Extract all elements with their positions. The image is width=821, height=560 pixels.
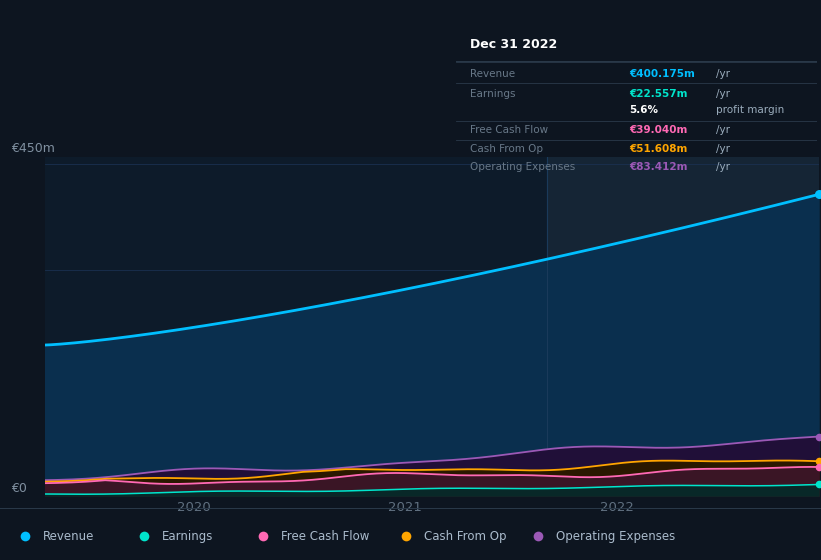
Point bbox=[812, 457, 821, 466]
Bar bbox=[548, 157, 819, 496]
Text: /yr: /yr bbox=[716, 69, 730, 80]
Text: /yr: /yr bbox=[716, 89, 730, 99]
Text: Free Cash Flow: Free Cash Flow bbox=[470, 125, 548, 135]
Point bbox=[812, 432, 821, 441]
Text: Cash From Op: Cash From Op bbox=[424, 530, 507, 543]
Text: €0: €0 bbox=[11, 482, 26, 495]
Text: 5.6%: 5.6% bbox=[629, 105, 658, 115]
Text: €51.608m: €51.608m bbox=[629, 144, 687, 155]
Point bbox=[812, 463, 821, 472]
Text: /yr: /yr bbox=[716, 162, 730, 172]
Text: €450m: €450m bbox=[11, 142, 54, 155]
Text: Operating Expenses: Operating Expenses bbox=[470, 162, 576, 172]
Text: €83.412m: €83.412m bbox=[629, 162, 687, 172]
Text: Earnings: Earnings bbox=[162, 530, 213, 543]
Text: Revenue: Revenue bbox=[470, 69, 516, 80]
Point bbox=[812, 480, 821, 489]
Text: profit margin: profit margin bbox=[716, 105, 784, 115]
Text: Free Cash Flow: Free Cash Flow bbox=[281, 530, 369, 543]
Text: €39.040m: €39.040m bbox=[629, 125, 687, 135]
Text: /yr: /yr bbox=[716, 125, 730, 135]
Text: Cash From Op: Cash From Op bbox=[470, 144, 544, 155]
Text: Earnings: Earnings bbox=[470, 89, 516, 99]
Point bbox=[812, 190, 821, 199]
Text: Dec 31 2022: Dec 31 2022 bbox=[470, 38, 557, 51]
Text: €22.557m: €22.557m bbox=[629, 89, 687, 99]
Text: /yr: /yr bbox=[716, 144, 730, 155]
Text: Revenue: Revenue bbox=[43, 530, 94, 543]
Text: Operating Expenses: Operating Expenses bbox=[556, 530, 675, 543]
Text: €400.175m: €400.175m bbox=[629, 69, 695, 80]
